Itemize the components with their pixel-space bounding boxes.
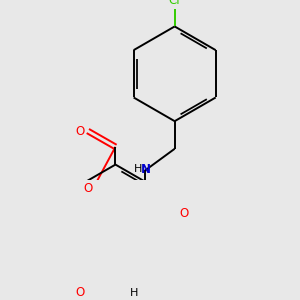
Text: O: O [83,182,92,195]
Text: O: O [76,286,85,299]
Text: O: O [179,207,189,220]
Text: N: N [141,163,151,176]
Text: H: H [130,288,138,298]
Text: Cl: Cl [169,0,181,7]
Text: O: O [76,124,85,137]
Text: H: H [134,164,142,174]
